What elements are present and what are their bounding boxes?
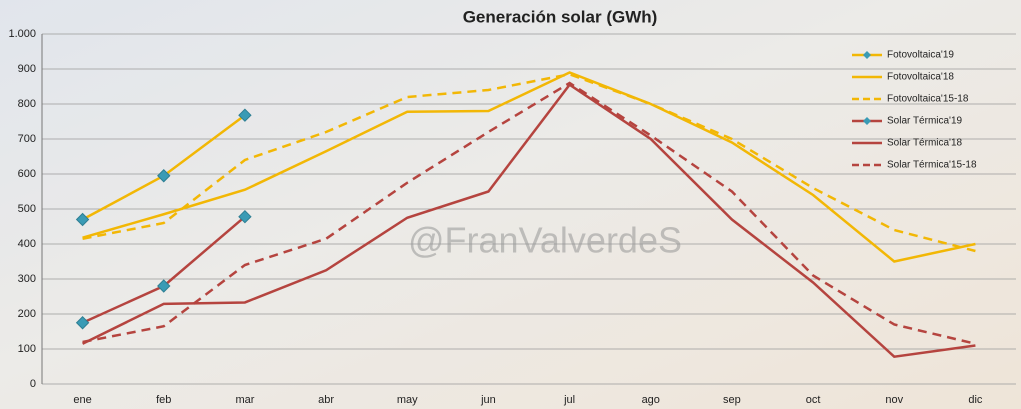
y-tick-label: 200	[18, 308, 36, 320]
series-line	[82, 71, 976, 263]
y-tick-label: 800	[18, 98, 36, 110]
y-tick-label: 100	[18, 343, 36, 355]
y-tick-label: 400	[18, 238, 36, 250]
legend-label: Solar Térmica'18	[887, 138, 963, 149]
y-tick-label: 500	[18, 203, 36, 215]
y-tick-label: 1.000	[8, 28, 36, 40]
legend-label: Fotovoltaica'15-18	[887, 94, 969, 105]
x-tick-label: may	[397, 394, 418, 406]
series-line	[82, 72, 976, 253]
series-line	[82, 81, 976, 345]
y-tick-label: 600	[18, 168, 36, 180]
legend: Fotovoltaica'19 Fotovoltaica'18 Fotovoltai…	[852, 50, 977, 171]
x-tick-label: sep	[723, 394, 741, 406]
y-tick-label: 300	[18, 273, 36, 285]
watermark: @FranValverdeS	[408, 220, 682, 261]
x-tick-label: abr	[318, 394, 334, 406]
x-tick-label: dic	[968, 394, 983, 406]
x-tick-label: feb	[156, 394, 171, 406]
legend-label: Fotovoltaica'18	[887, 72, 954, 83]
legend-label: Solar Térmica'15-18	[887, 160, 977, 171]
marker	[157, 279, 171, 293]
marker	[75, 212, 90, 227]
legend-marker	[863, 117, 871, 125]
x-tick-label: mar	[235, 394, 254, 406]
x-tick-label: ago	[642, 394, 660, 406]
chart-title: Generación solar (GWh)	[463, 7, 658, 26]
x-tick-label: oct	[806, 394, 821, 406]
y-tick-label: 900	[18, 63, 36, 75]
y-tick-label: 0	[30, 378, 36, 390]
legend-label: Solar Térmica'19	[887, 116, 963, 127]
marker	[75, 316, 90, 330]
y-tick-label: 700	[18, 133, 36, 145]
marker	[238, 209, 252, 224]
marker	[157, 169, 171, 183]
legend-label: Fotovoltaica'19	[887, 50, 954, 61]
x-tick-label: jul	[563, 394, 575, 406]
x-tick-label: nov	[885, 394, 903, 406]
legend-marker	[863, 51, 871, 59]
marker	[238, 108, 252, 122]
x-tick-label: jun	[480, 394, 496, 406]
x-tick-label: ene	[73, 394, 91, 406]
series-line	[82, 83, 976, 359]
